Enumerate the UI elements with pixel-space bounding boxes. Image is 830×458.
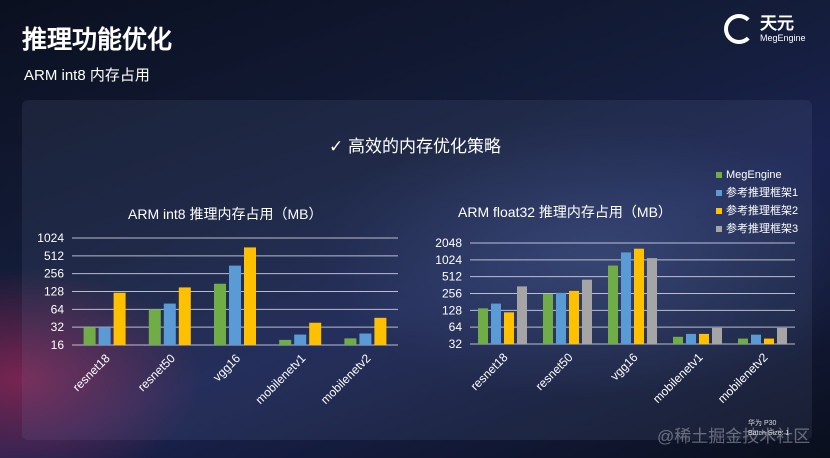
bar-参考推理框架1-resnet18	[98, 327, 111, 345]
bar-参考推理框架2-resnet50	[569, 290, 579, 344]
x-tick-label: mobilenetv2	[318, 351, 374, 407]
bar-参考推理框架3-vgg16	[647, 258, 657, 344]
legend-swatch	[716, 226, 722, 233]
bar-参考推理框架2-vgg16	[634, 248, 644, 344]
legend-swatch	[716, 172, 722, 179]
bar-MegEngine-mobilenetv1	[673, 336, 683, 344]
bar-MegEngine-mobilenetv2	[738, 338, 748, 344]
bar-参考推理框架2-mobilenetv2	[374, 317, 387, 345]
chart-title-float32: ARM float32 推理内存占用（MB）	[458, 204, 672, 220]
logo-name: 天元	[760, 14, 794, 33]
bar-参考推理框架3-resnet18	[517, 286, 527, 344]
x-tick-label: resnet18	[468, 350, 511, 393]
x-tick-label: vgg16	[210, 351, 243, 384]
legend-label: MegEngine	[726, 169, 782, 181]
device-note: 华为 P30 Batch Size: 1	[748, 419, 789, 439]
bar-MegEngine-vgg16	[214, 283, 226, 345]
y-tick-label: 256	[44, 267, 64, 281]
bar-MegEngine-vgg16	[608, 265, 618, 344]
bar-参考推理框架2-mobilenetv1	[309, 322, 322, 345]
bar-参考推理框架1-resnet50	[556, 292, 566, 344]
bar-MegEngine-mobilenetv2	[344, 338, 357, 345]
bar-MegEngine-resnet18	[478, 308, 488, 344]
bar-参考推理框架2-resnet18	[113, 292, 126, 345]
bar-参考推理框架2-resnet50	[178, 287, 191, 345]
content-panel	[22, 100, 812, 440]
bar-参考推理框架2-mobilenetv1	[699, 333, 709, 344]
bar-参考推理框架1-mobilenetv2	[751, 334, 761, 344]
headline: ✓ 高效的内存优化策略	[329, 137, 501, 156]
bar-参考推理框架1-resnet50	[163, 303, 176, 345]
y-tick-label: 32	[51, 320, 65, 334]
bar-参考推理框架1-vgg16	[621, 252, 631, 344]
x-tick-label: mobilenetv1	[253, 351, 309, 407]
y-tick-label: 16	[51, 338, 65, 352]
bar-参考推理框架3-mobilenetv1	[712, 327, 722, 344]
legend-item: 参考推理框架1	[716, 184, 798, 202]
chart-title-int8: ARM int8 推理内存占用（MB）	[128, 206, 323, 222]
y-tick-label: 1024	[37, 231, 64, 245]
y-tick-label: 256	[442, 287, 462, 301]
bar-MegEngine-resnet50	[543, 294, 553, 344]
legend-swatch	[716, 208, 722, 215]
megengine-logo: 天元 MegEngine	[724, 14, 806, 44]
x-tick-label: vgg16	[608, 350, 641, 383]
bar-MegEngine-resnet50	[148, 309, 161, 345]
bar-参考推理框架3-resnet50	[582, 279, 592, 344]
note-batch: Batch Size: 1	[748, 430, 790, 437]
bar-参考推理框架1-resnet18	[491, 303, 501, 344]
legend: MegEngine 参考推理框架1 参考推理框架2 参考推理框架3	[716, 166, 798, 238]
y-tick-label: 32	[449, 337, 463, 351]
y-tick-label: 2048	[435, 236, 462, 250]
legend-item: MegEngine	[716, 166, 798, 184]
bar-参考推理框架1-vgg16	[229, 265, 241, 345]
logo-brand: MegEngine	[760, 33, 806, 43]
slide-subtitle: ARM int8 内存占用	[24, 67, 150, 84]
y-tick-label: 64	[51, 302, 65, 316]
x-tick-label: resnet50	[135, 351, 178, 394]
y-tick-label: 64	[449, 320, 463, 334]
y-tick-label: 1024	[435, 253, 462, 267]
legend-label: 参考推理框架2	[726, 205, 799, 217]
legend-label: 参考推理框架1	[726, 187, 799, 199]
x-tick-label: resnet50	[533, 350, 576, 393]
x-tick-label: resnet18	[70, 351, 113, 394]
legend-item: 参考推理框架3	[716, 220, 798, 238]
y-tick-label: 512	[442, 270, 462, 284]
bar-参考推理框架2-resnet18	[504, 312, 514, 344]
watermark: @稀土掘金技术社区	[657, 427, 811, 446]
bar-参考推理框架1-mobilenetv2	[359, 333, 372, 345]
bar-MegEngine-resnet18	[83, 327, 96, 345]
legend-item: 参考推理框架2	[716, 202, 798, 220]
bar-参考推理框架2-mobilenetv2	[764, 338, 774, 344]
y-tick-label: 128	[44, 285, 64, 299]
slide-title: 推理功能优化	[22, 26, 173, 54]
logo-ring-icon	[724, 14, 754, 44]
legend-swatch	[716, 190, 722, 197]
bar-参考推理框架3-mobilenetv2	[777, 327, 787, 344]
bar-参考推理框架2-vgg16	[244, 247, 256, 345]
y-tick-label: 512	[44, 249, 64, 263]
bar-参考推理框架1-mobilenetv1	[686, 333, 696, 344]
x-tick-label: mobilenetv1	[650, 350, 706, 406]
y-tick-label: 128	[442, 303, 462, 317]
note-device: 华为 P30	[748, 420, 777, 427]
bar-MegEngine-mobilenetv1	[279, 339, 292, 345]
x-tick-label: mobilenetv2	[715, 350, 771, 406]
legend-label: 参考推理框架3	[726, 223, 799, 235]
bar-参考推理框架1-mobilenetv1	[294, 334, 307, 345]
